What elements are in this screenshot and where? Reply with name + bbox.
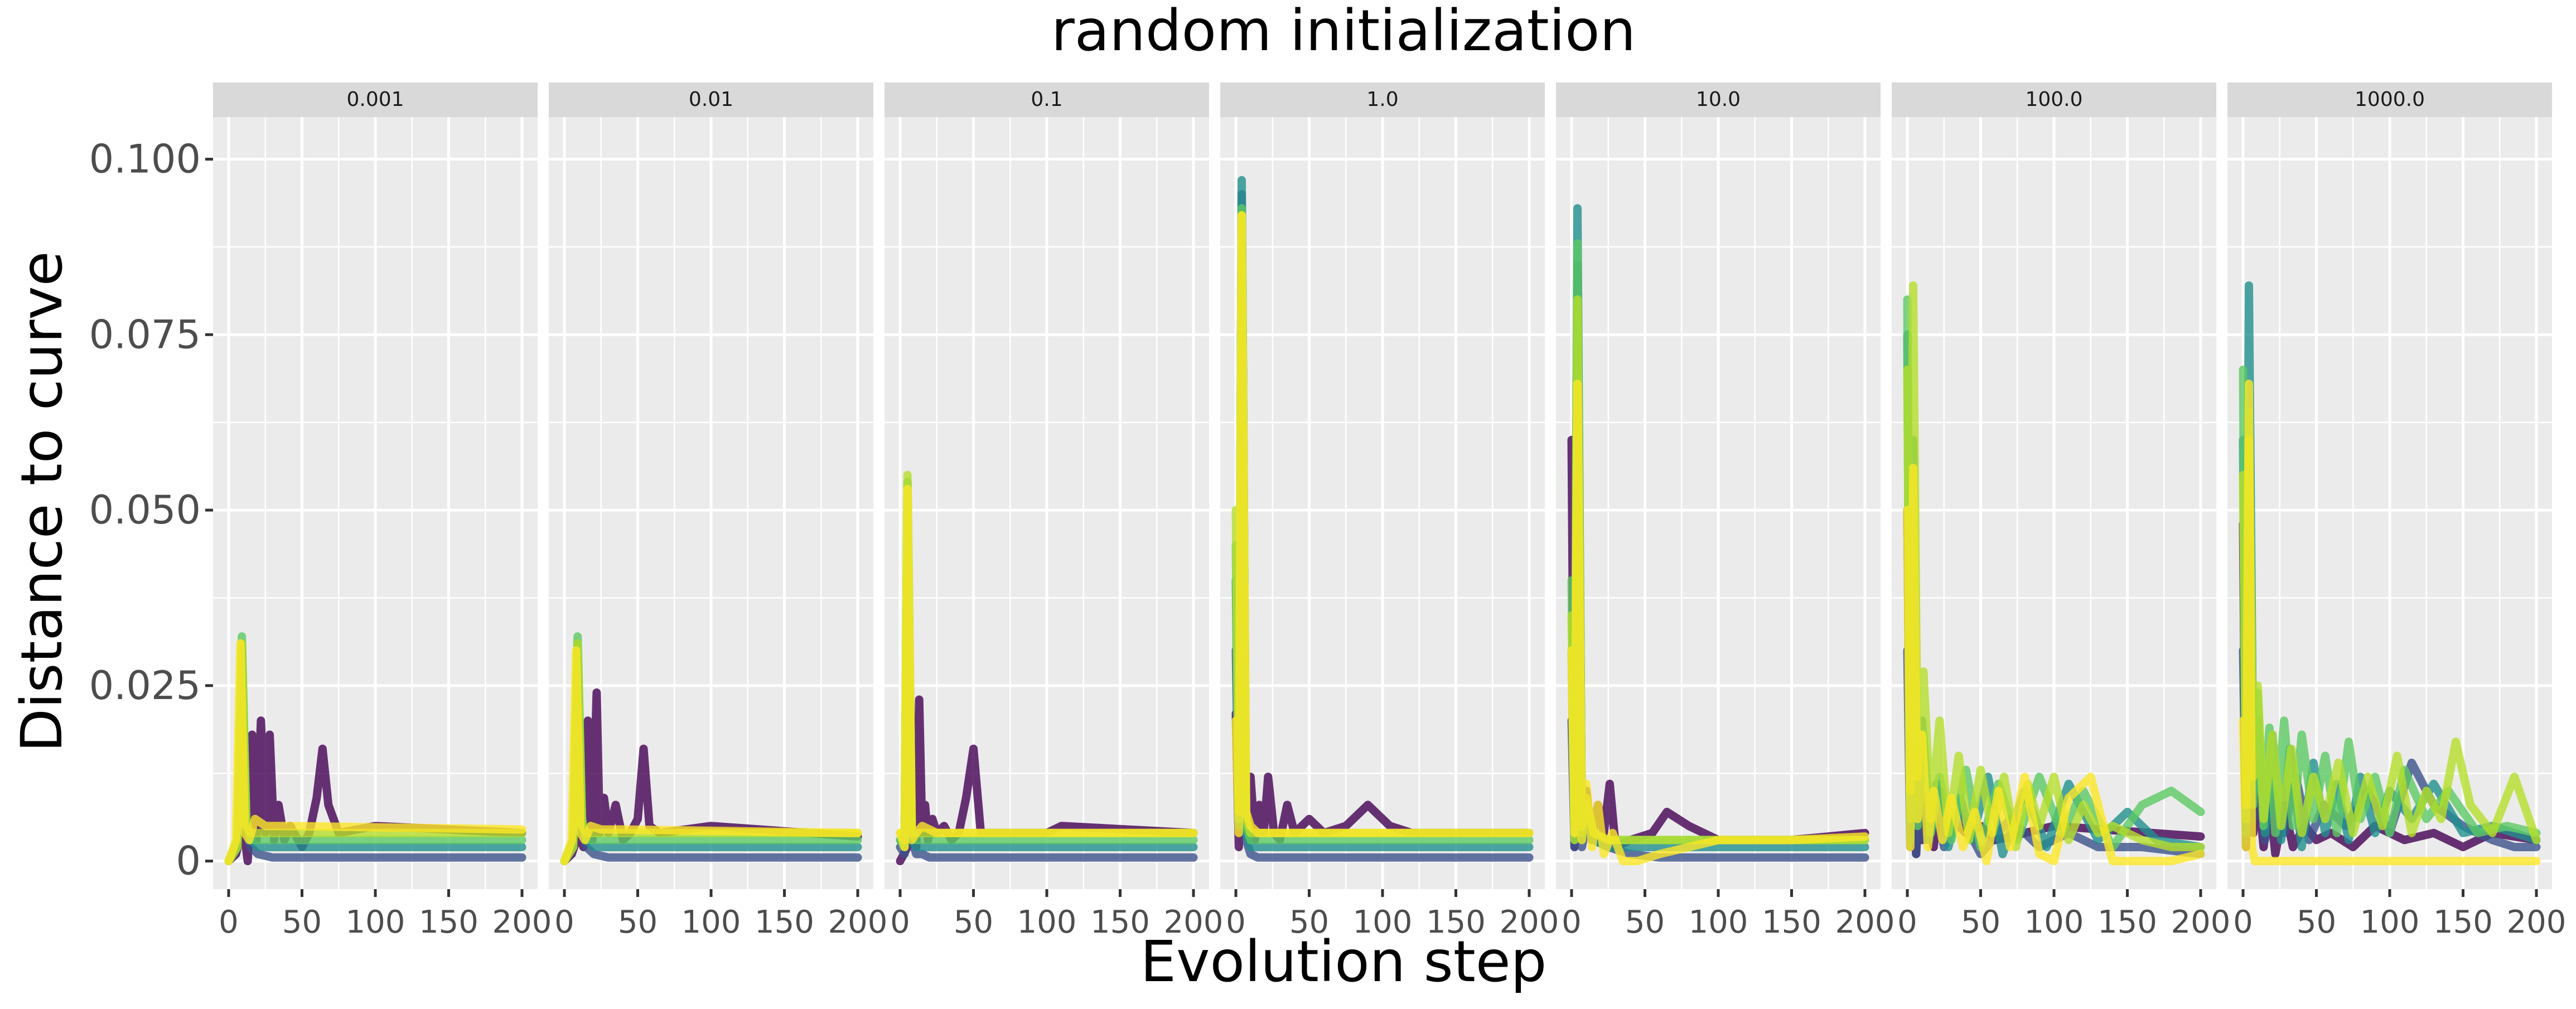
x-tick-label: 200 (2507, 904, 2567, 940)
x-tick-label: 150 (2433, 904, 2493, 940)
facet-strip (213, 83, 538, 117)
facet-strip (1892, 83, 2216, 117)
x-tick-label: 100 (2360, 904, 2420, 940)
x-tick-label: 0 (1897, 904, 1917, 940)
series-group (224, 632, 526, 866)
x-tick-label: 100 (682, 904, 741, 940)
series-line (560, 646, 862, 866)
facet-strip-label: 1.0 (1366, 88, 1398, 111)
y-tick-label: 0.025 (89, 663, 201, 709)
x-axis-title: Evolution step (1140, 929, 1547, 995)
facet-panel: 1.0 0 50 100 150 200 (1220, 83, 1559, 940)
series-group (1903, 281, 2205, 866)
facet-panel: 0.1 0 50 100 150 200 (885, 83, 1223, 940)
x-tick-label: 50 (2297, 904, 2336, 940)
x-tick-label: 100 (346, 904, 405, 940)
x-tick-label: 0 (1562, 904, 1582, 940)
series-group (560, 632, 862, 866)
x-tick-label: 150 (755, 904, 814, 940)
series-line (1567, 380, 1869, 866)
facet-strip-label: 0.01 (689, 88, 733, 111)
x-tick-label: 150 (1762, 904, 1821, 940)
x-tick-label: 150 (419, 904, 479, 940)
series-line (1903, 464, 2205, 866)
x-tick-label: 100 (1017, 904, 1077, 940)
series-group (896, 470, 1198, 866)
series-line (896, 484, 1198, 851)
facet-panel: 10.0 0 50 100 150 200 (1556, 83, 1894, 940)
x-tick-label: 200 (1835, 904, 1895, 940)
facet-strip-label: 10.0 (1696, 88, 1741, 111)
series-group (1567, 204, 1869, 866)
x-tick-label: 100 (2024, 904, 2084, 940)
facet-panel: 0.001 0 50 100 150 200 (213, 83, 552, 940)
facet-panel: 1000.0 0 50 100 150 200 (2227, 83, 2566, 940)
x-tick-label: 100 (1353, 904, 1413, 940)
facet-strip (549, 83, 873, 117)
x-tick-label: 200 (1164, 904, 1224, 940)
x-tick-label: 200 (492, 904, 552, 940)
x-tick-label: 50 (618, 904, 658, 940)
x-tick-label: 50 (954, 904, 993, 940)
x-tick-label: 0 (2233, 904, 2253, 940)
x-tick-label: 50 (1289, 904, 1329, 940)
x-tick-label: 150 (1090, 904, 1150, 940)
x-tick-label: 0 (890, 904, 910, 940)
series-line (1231, 211, 1534, 837)
x-tick-label: 200 (2171, 904, 2231, 940)
facet-strip (1556, 83, 1881, 117)
x-tick-label: 50 (282, 904, 322, 940)
y-axis-title: Distance to curve (9, 251, 75, 752)
x-tick-label: 150 (2097, 904, 2157, 940)
series-group (1231, 176, 1534, 862)
x-tick-label: 0 (219, 904, 239, 940)
y-tick-label: 0.100 (89, 137, 201, 182)
series-group (2239, 281, 2541, 866)
facet-strip-label: 0.1 (1031, 88, 1062, 111)
x-tick-label: 150 (1426, 904, 1486, 940)
series-line (2239, 380, 2541, 866)
x-tick-label: 50 (1625, 904, 1665, 940)
facet-panel: 0.01 0 50 100 150 200 (549, 83, 887, 940)
facet-panel: 100.0 0 50 100 150 200 (1892, 83, 2230, 940)
y-tick-label: 0.050 (89, 487, 201, 533)
y-axis: 0 0.025 0.050 0.075 0.100 (89, 137, 213, 884)
x-tick-label: 200 (1500, 904, 1559, 940)
series-line (224, 639, 526, 866)
facet-strip (885, 83, 1209, 117)
x-tick-label: 0 (1226, 904, 1246, 940)
facet-strip (2227, 83, 2552, 117)
chart-title: random initialization (1051, 0, 1636, 64)
x-tick-label: 200 (828, 904, 888, 940)
x-tick-label: 100 (1689, 904, 1748, 940)
facet-strip-label: 0.001 (346, 88, 404, 111)
y-tick-label: 0.075 (89, 312, 201, 357)
series-line (2239, 435, 2541, 845)
x-tick-label: 50 (1961, 904, 2000, 940)
facet-strip (1220, 83, 1545, 117)
y-tick-label: 0 (176, 838, 201, 884)
x-tick-label: 0 (554, 904, 574, 940)
facet-strip-label: 100.0 (2025, 88, 2082, 111)
facet-strip-label: 1000.0 (2355, 88, 2425, 111)
